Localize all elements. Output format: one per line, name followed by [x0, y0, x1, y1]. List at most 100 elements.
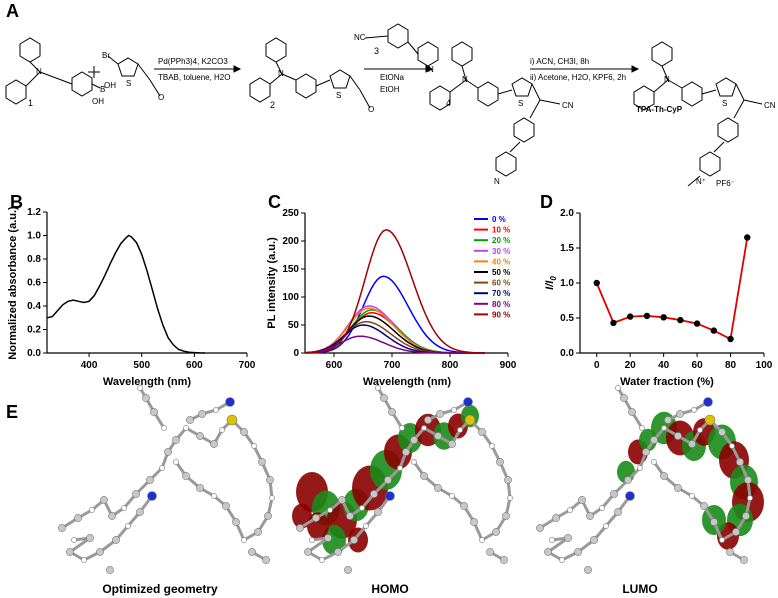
atom	[319, 557, 325, 563]
atom	[344, 566, 352, 574]
atom	[374, 508, 382, 516]
x-tick-label: 900	[500, 360, 517, 371]
y-tick-label: 150	[282, 264, 299, 275]
atom-pf6: PF6⁻	[716, 179, 735, 188]
atom	[500, 556, 508, 564]
atom	[86, 534, 94, 542]
ratio-point	[710, 327, 718, 334]
atom	[424, 416, 432, 424]
atom	[434, 484, 442, 492]
ratio-point	[610, 319, 617, 327]
atom-b: B	[100, 85, 105, 94]
atom	[478, 428, 486, 436]
atom	[183, 425, 189, 431]
pl-series-line	[305, 229, 485, 354]
atom	[240, 428, 248, 436]
atom	[296, 524, 304, 532]
legend-entry: 60 %	[492, 279, 510, 288]
atom	[740, 556, 748, 564]
atom	[700, 502, 708, 510]
atom	[254, 528, 262, 536]
atom	[225, 397, 235, 407]
ratio-point	[626, 313, 634, 320]
atom	[164, 448, 172, 456]
atom-nc: NC	[354, 33, 366, 42]
molecule-opt	[58, 385, 275, 574]
ratio-point	[744, 234, 751, 241]
x-tick-label: 500	[133, 360, 150, 371]
legend-entry: 20 %	[492, 236, 510, 245]
absorbance-axes	[46, 212, 247, 354]
atom	[132, 490, 140, 498]
molecule-homo	[292, 385, 513, 574]
step-3-conditions-bottom: ii) Acetone, H2O, KPF6, 2h	[530, 73, 626, 82]
pl-legend: 0 % 10 %20 % 30 %40 % 50 % 60 %70 % 80 %90 %	[474, 215, 510, 319]
legend-entry: 30 %	[492, 247, 510, 256]
atom	[703, 397, 713, 407]
y-tick-label: 1.0	[560, 278, 574, 289]
atom-cn-1: CN	[562, 101, 574, 110]
atom	[350, 536, 358, 544]
compound-3-label: 3	[374, 46, 379, 56]
atom	[544, 548, 552, 556]
atom	[470, 518, 478, 526]
atom	[304, 548, 312, 556]
atom	[269, 495, 275, 501]
ratio-line	[595, 237, 749, 341]
atom	[704, 414, 716, 426]
compound-4-structure	[429, 41, 561, 177]
atom	[718, 428, 726, 436]
atom	[747, 495, 753, 501]
chart-pl-intensity: 600 700 800 900 0 50 100 150 200 250 0 % 10 %20 % 3…	[266, 208, 517, 388]
compound-2-label: 2	[270, 100, 275, 110]
legend-entry: 0 %	[492, 215, 506, 224]
step-2-conditions-top: EtONa	[380, 73, 405, 82]
atom	[96, 548, 104, 556]
atom	[211, 493, 217, 499]
atom	[436, 410, 444, 418]
y-tick-label: 100	[282, 292, 299, 303]
atom	[58, 524, 66, 532]
atom	[264, 512, 272, 520]
y-tick-label: 0.0	[560, 348, 574, 359]
x-tick-label: 60	[692, 360, 704, 371]
atom	[564, 534, 572, 542]
atom	[112, 536, 120, 544]
pl-ticks: 600 700 800 900 0 50 100 150 200 250	[282, 208, 516, 371]
atom-o-2: O	[368, 105, 374, 114]
atom-n-5: N	[494, 177, 500, 186]
product-label: TPA-Th-CyP	[636, 105, 683, 114]
atom	[213, 407, 219, 413]
ratio-point	[677, 316, 684, 324]
atom	[74, 514, 82, 522]
pl-xlabel: Wavelength (nm)	[363, 376, 452, 388]
y-tick-label: 0.2	[27, 325, 41, 336]
atom	[719, 537, 725, 543]
atom	[136, 508, 144, 516]
atom-s-1: S	[126, 79, 131, 88]
atom	[402, 448, 410, 456]
x-tick-label: 600	[186, 360, 203, 371]
molecular-orbital-models	[58, 385, 764, 574]
compound-1-structure	[5, 37, 101, 105]
atom	[614, 508, 622, 516]
atom-br: Br	[102, 51, 110, 60]
atom	[637, 465, 643, 471]
caption-homo: HOMO	[371, 582, 409, 596]
atom	[198, 410, 206, 418]
y-tick-label: 0.6	[27, 278, 41, 289]
atom	[324, 534, 332, 542]
atom-n-3: N	[428, 65, 434, 74]
ratio-xlabel: Water fraction (%)	[620, 376, 714, 388]
absorbance-ylabel: Normalized absorbance (a.u.)	[7, 206, 19, 360]
atom-oh-2: OH	[92, 97, 104, 106]
atom	[463, 397, 473, 407]
atom	[676, 410, 684, 418]
absorbance-xlabel: Wavelength (nm)	[103, 376, 192, 388]
ratio-axes	[579, 213, 764, 354]
atom	[660, 472, 668, 480]
y-tick-label: 2.0	[560, 208, 574, 219]
chart-absorbance: 400 500 600 700 0.0 0.2 0.4 0.6 0.8 1.0 1.2 Wavele…	[7, 206, 256, 388]
atom	[552, 514, 560, 522]
atom	[66, 548, 74, 556]
